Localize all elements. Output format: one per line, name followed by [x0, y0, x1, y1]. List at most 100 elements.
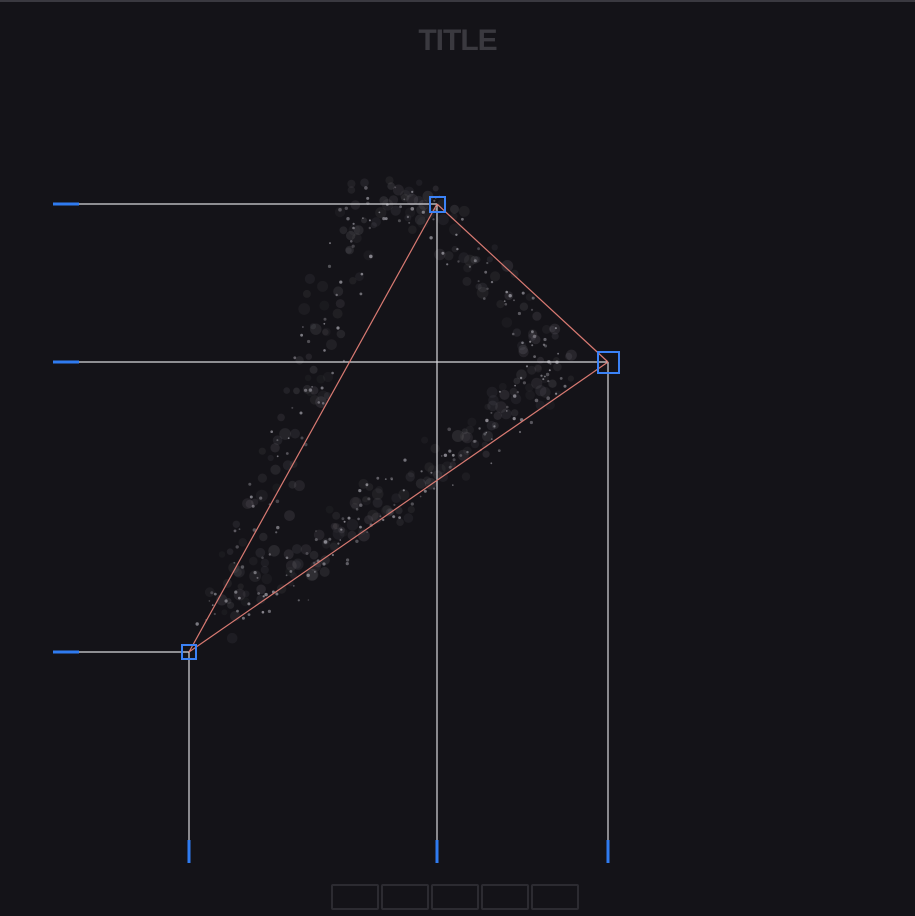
vertex-handle-right[interactable] — [597, 351, 620, 374]
particle — [238, 528, 241, 530]
particle — [511, 332, 515, 336]
particle — [285, 560, 297, 572]
vertex-handle-left[interactable] — [181, 644, 197, 660]
particle — [316, 374, 326, 384]
particle — [242, 590, 250, 598]
toolbar-button-3[interactable] — [431, 884, 479, 910]
particle — [368, 219, 371, 222]
particle — [378, 211, 381, 214]
toolbar-button-5[interactable] — [531, 884, 579, 910]
particle — [262, 595, 265, 598]
particle — [540, 374, 549, 384]
particle — [411, 190, 414, 193]
particle — [337, 542, 340, 545]
particle — [348, 224, 360, 236]
particle — [384, 217, 388, 221]
particle — [297, 599, 300, 602]
particle — [382, 217, 386, 221]
particle — [468, 265, 471, 268]
particle — [413, 195, 424, 206]
particle — [549, 362, 552, 365]
vertex-handle-top[interactable] — [429, 196, 446, 213]
particle — [341, 517, 345, 521]
particle — [434, 248, 446, 261]
particle — [491, 422, 499, 429]
particle — [195, 622, 199, 626]
particle — [473, 439, 477, 443]
particle — [251, 498, 259, 506]
particle — [257, 592, 260, 595]
particle — [455, 233, 458, 236]
particle — [255, 489, 268, 502]
particle — [557, 352, 559, 355]
particle — [371, 217, 382, 227]
particle — [307, 599, 310, 601]
particle — [315, 530, 317, 532]
particle — [305, 552, 309, 555]
particle — [403, 513, 414, 523]
particle — [350, 200, 361, 210]
particle — [272, 435, 283, 446]
particle — [473, 256, 481, 263]
particle — [333, 286, 344, 297]
particle — [464, 254, 476, 267]
particle — [458, 205, 470, 217]
particle — [486, 386, 498, 398]
particle — [470, 439, 480, 449]
triangle-edge-right — [436, 203, 609, 363]
particle — [518, 347, 529, 358]
particle — [544, 375, 546, 378]
toolbar-button-1[interactable] — [331, 884, 379, 910]
particle — [490, 462, 493, 465]
particle — [329, 242, 331, 245]
particle — [322, 562, 326, 566]
particle — [535, 385, 547, 397]
particle — [332, 308, 343, 319]
particle — [372, 497, 383, 508]
particle — [513, 299, 515, 302]
particle — [459, 454, 463, 457]
particle — [218, 551, 226, 558]
particle — [336, 326, 340, 330]
particle — [275, 499, 280, 504]
particle — [513, 394, 517, 398]
particle — [452, 484, 454, 486]
particle — [430, 471, 433, 474]
particle — [403, 198, 406, 201]
particle — [352, 226, 355, 230]
particle — [534, 363, 542, 371]
particle — [532, 334, 537, 339]
particle — [335, 293, 338, 297]
bottom-toolbar — [331, 884, 579, 910]
particle — [317, 401, 321, 404]
particle — [257, 473, 267, 483]
particle — [447, 427, 452, 432]
toolbar-button-2[interactable] — [381, 884, 429, 910]
particle — [251, 504, 255, 508]
particle — [563, 384, 567, 388]
particle — [352, 497, 360, 505]
particle — [521, 341, 524, 345]
particle — [542, 324, 551, 334]
particle — [347, 530, 357, 540]
particle — [256, 594, 266, 605]
particle — [419, 495, 422, 498]
toolbar-button-4[interactable] — [481, 884, 529, 910]
particle — [392, 515, 395, 518]
particle — [325, 505, 334, 514]
particle — [421, 436, 429, 444]
particle — [290, 428, 300, 439]
particle — [525, 365, 529, 368]
particle — [292, 544, 302, 554]
triangle-edge-left — [188, 203, 438, 653]
particle — [501, 317, 513, 328]
particle — [451, 453, 455, 457]
particle — [347, 179, 356, 188]
particle — [365, 483, 374, 491]
particle — [459, 431, 471, 442]
particle — [233, 566, 245, 578]
particle — [284, 510, 295, 521]
particle — [517, 311, 522, 316]
particle — [477, 282, 488, 293]
